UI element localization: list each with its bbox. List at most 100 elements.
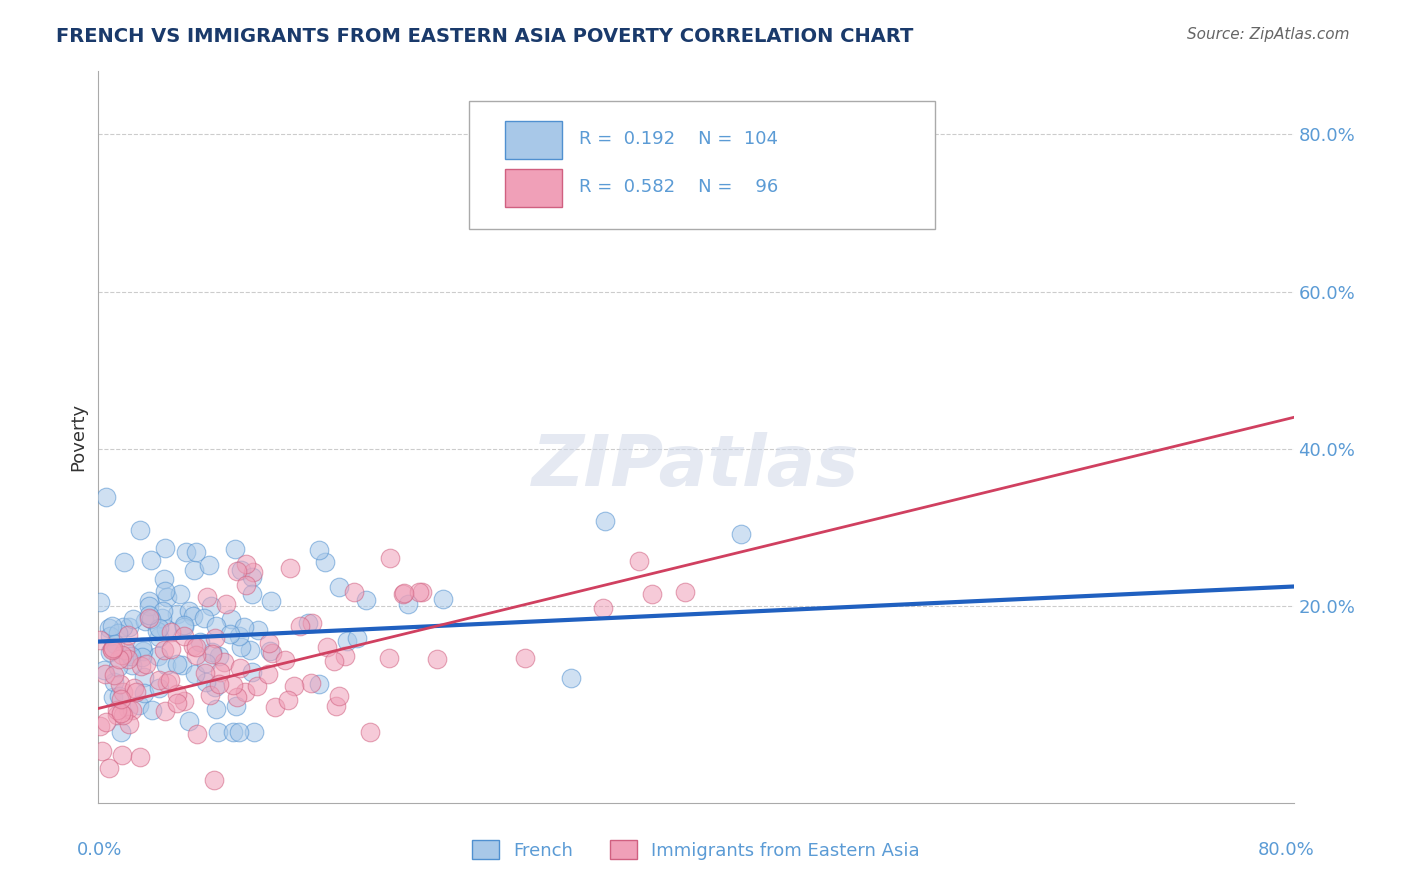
Point: [105, 707, 128, 722]
Text: R =  0.192    N =  104: R = 0.192 N = 104: [579, 130, 778, 148]
Point: [328, 581, 350, 595]
Point: [100, 629, 122, 643]
Point: [260, 594, 283, 608]
FancyBboxPatch shape: [470, 101, 935, 228]
Point: [166, 697, 188, 711]
Point: [336, 634, 359, 648]
Point: [392, 586, 415, 600]
Point: [117, 701, 139, 715]
Point: [105, 703, 128, 717]
Bar: [505, 169, 562, 207]
Point: [235, 577, 257, 591]
Point: [155, 657, 177, 672]
Point: [101, 643, 124, 657]
Point: [148, 630, 170, 644]
Point: [117, 627, 139, 641]
Point: [316, 640, 339, 654]
Point: [201, 647, 224, 661]
Point: [138, 599, 160, 613]
Point: [153, 573, 176, 587]
Point: [103, 674, 125, 689]
Point: [153, 643, 176, 657]
Point: [426, 652, 449, 666]
Point: [308, 542, 330, 557]
Point: [138, 594, 160, 608]
Point: [121, 703, 143, 717]
Point: [101, 641, 124, 656]
Point: [246, 679, 269, 693]
Point: [129, 659, 152, 673]
Point: [641, 587, 664, 601]
Point: [122, 612, 145, 626]
Point: [184, 544, 207, 558]
Point: [225, 699, 247, 714]
Point: [89, 719, 111, 733]
Point: [560, 671, 582, 685]
Point: [225, 690, 247, 704]
Point: [228, 629, 250, 643]
Point: [153, 541, 176, 556]
Point: [204, 631, 226, 645]
Point: [513, 650, 536, 665]
Point: [193, 611, 215, 625]
Point: [256, 667, 278, 681]
Point: [129, 523, 152, 537]
Point: [201, 645, 224, 659]
Point: [108, 677, 131, 691]
Point: [159, 673, 181, 687]
Point: [132, 670, 155, 684]
Point: [94, 666, 117, 681]
Point: [229, 640, 252, 654]
Point: [103, 667, 125, 681]
Point: [152, 611, 174, 625]
Point: [94, 490, 117, 504]
Point: [138, 607, 160, 622]
Point: [139, 553, 162, 567]
Point: [346, 632, 368, 646]
Point: [141, 703, 163, 717]
Point: [118, 717, 141, 731]
Point: [280, 560, 302, 574]
Point: [224, 541, 246, 556]
Point: [131, 650, 153, 665]
Point: [186, 648, 208, 663]
Point: [260, 646, 283, 660]
Point: [101, 641, 124, 656]
Point: [218, 627, 240, 641]
Point: [186, 727, 208, 741]
Point: [396, 597, 419, 611]
Point: [97, 621, 120, 635]
Point: [195, 591, 218, 605]
Point: [299, 675, 322, 690]
Text: 80.0%: 80.0%: [1258, 840, 1315, 858]
Point: [89, 594, 111, 608]
Point: [153, 704, 176, 718]
Point: [243, 725, 266, 739]
Point: [593, 514, 616, 528]
Point: [288, 618, 311, 632]
Point: [173, 617, 195, 632]
Point: [359, 725, 381, 739]
Point: [112, 708, 135, 723]
Point: [104, 637, 127, 651]
Text: Source: ZipAtlas.com: Source: ZipAtlas.com: [1187, 27, 1350, 42]
Point: [198, 688, 221, 702]
Point: [114, 642, 136, 657]
Point: [378, 651, 401, 665]
Point: [160, 641, 183, 656]
Point: [108, 652, 131, 666]
Point: [146, 624, 169, 639]
Point: [229, 563, 252, 577]
Point: [152, 603, 174, 617]
Point: [166, 688, 188, 702]
Point: [183, 563, 205, 577]
Point: [134, 685, 156, 699]
Point: [229, 661, 252, 675]
Point: [242, 665, 264, 679]
Point: [354, 593, 377, 607]
Point: [120, 648, 142, 663]
Point: [110, 725, 132, 739]
Point: [209, 665, 232, 679]
Point: [240, 587, 263, 601]
Point: [273, 653, 295, 667]
